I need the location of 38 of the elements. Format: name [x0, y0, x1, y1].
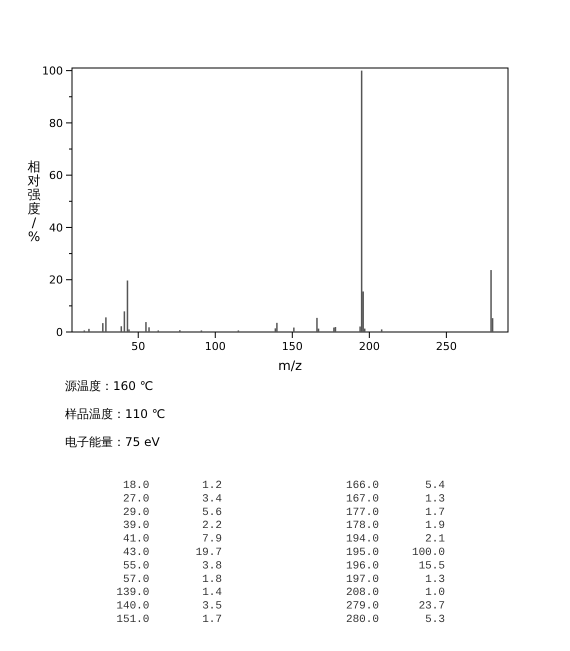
- x-tick-label: 100: [204, 340, 226, 353]
- y-tick-label: 60: [49, 169, 63, 182]
- text: 166.0 5.4: [346, 480, 446, 492]
- x-axis-title: m/z: [278, 359, 302, 374]
- text: 43.0 19.7: [122, 547, 222, 559]
- y-tick-label: 0: [56, 326, 63, 339]
- y-axis-title: 相对强度/%: [28, 160, 40, 245]
- text: 151.0 1.7: [116, 614, 222, 626]
- text: 196.0 15.5: [346, 560, 445, 572]
- text: 140.0 3.5: [116, 600, 222, 613]
- text: 39.0 2.2: [122, 520, 222, 532]
- y-tick-label: 80: [49, 116, 63, 130]
- text: 279.0 23.7: [346, 600, 445, 613]
- x-tick-label: 200: [358, 340, 380, 353]
- text: 29.0 5.6: [122, 506, 222, 519]
- text: 电子能量：75 eV: [65, 435, 160, 449]
- text: 208.0 1.0: [346, 587, 445, 600]
- x-tick-label: 150: [282, 340, 303, 353]
- text: 139.0 1.4: [116, 587, 222, 600]
- text: 41.0 7.9: [122, 534, 222, 546]
- x-tick-label: 50: [131, 340, 146, 353]
- y-tick-label: 20: [49, 274, 63, 287]
- text: 源温度：160 ℃: [65, 379, 154, 393]
- text: 178.0 1.9: [346, 520, 445, 532]
- text: 167.0 1.3: [346, 493, 445, 506]
- y-tick-label: 40: [49, 221, 63, 234]
- text: 280.0 5.3: [346, 614, 445, 626]
- text: 194.0 2.1: [346, 534, 446, 546]
- text: 57.0 1.8: [122, 574, 222, 586]
- text: 197.0 1.3: [346, 574, 445, 586]
- x-tick-label: 250: [436, 340, 457, 353]
- text: 样品温度：110 ℃: [65, 407, 166, 421]
- y-tick-label: 100: [42, 64, 63, 78]
- text: 18.0 1.2: [122, 480, 222, 492]
- text: 177.0 1.7: [346, 506, 445, 519]
- text: 27.0 3.4: [122, 493, 222, 506]
- text: 55.0 3.8: [122, 560, 222, 572]
- text: 195.0 100.0: [346, 547, 445, 559]
